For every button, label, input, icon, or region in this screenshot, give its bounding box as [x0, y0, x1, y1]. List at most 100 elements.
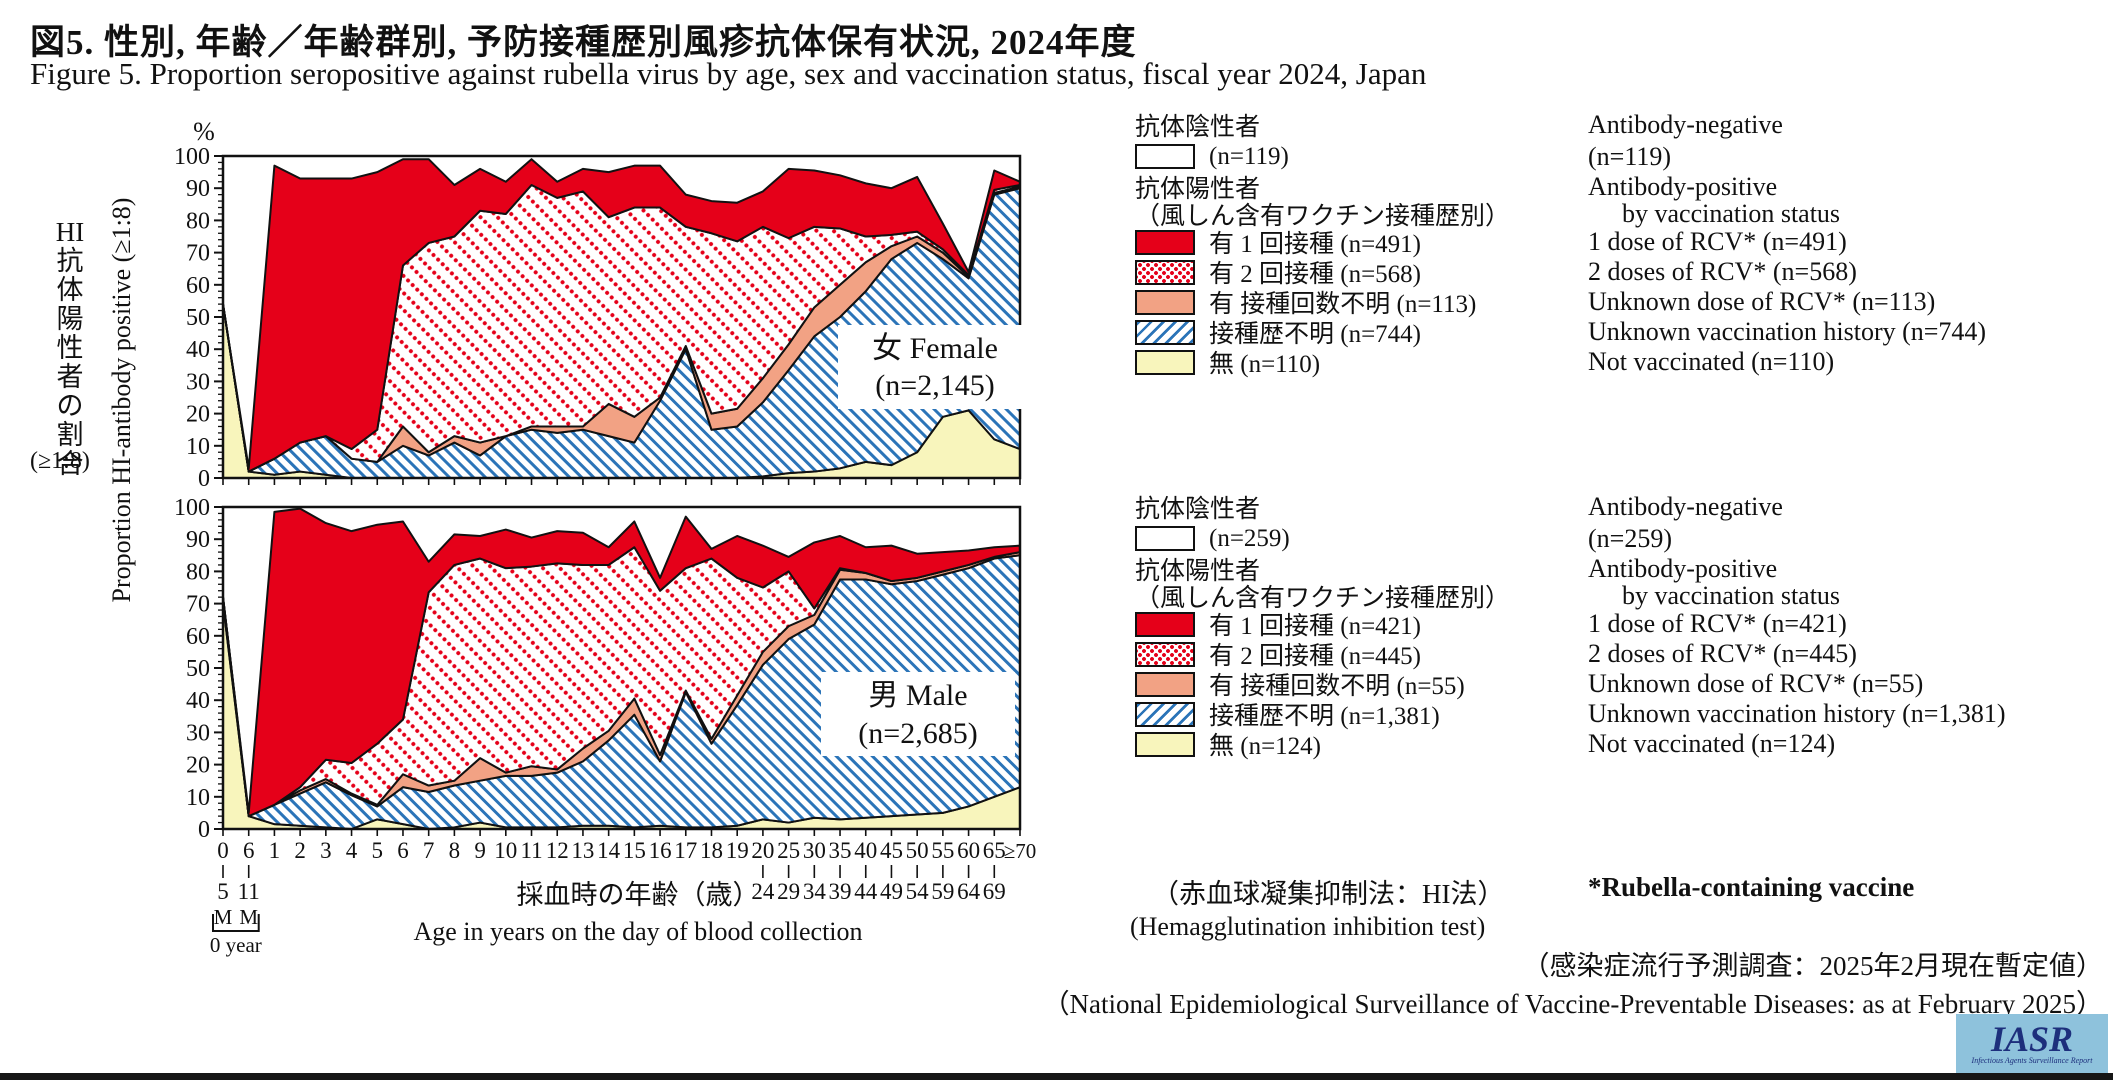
svg-text:54: 54 [906, 879, 930, 904]
legend-item-unknown-history: 接種歴不明 (n=1,381) Unknown vaccination hist… [1135, 699, 2110, 730]
svg-text:40: 40 [854, 838, 877, 863]
source-note-jp: （感染症流行予測調査：2025年2月現在暫定値） [1522, 951, 2104, 981]
legend-male-negative-header: 抗体陰性者 Antibody-negative [1135, 492, 2110, 523]
svg-text:20: 20 [186, 753, 210, 779]
svg-text:4: 4 [346, 838, 358, 863]
swatch-2dose-reddots [1135, 641, 1195, 667]
svg-text:60: 60 [186, 624, 210, 650]
svg-text:30: 30 [803, 838, 826, 863]
swatch-1dose-red [1135, 229, 1195, 255]
svg-text:29: 29 [777, 879, 800, 904]
legend-text-en: Antibody-positive [1588, 171, 1778, 201]
svg-text:20: 20 [186, 402, 210, 428]
svg-text:15: 15 [623, 838, 646, 863]
svg-text:100: 100 [174, 144, 210, 170]
legend-item-not-vaccinated: 無 (n=110) Not vaccinated (n=110) [1135, 347, 2110, 378]
legend-item-unknown-dose: 有 接種回数不明 (n=113) Unknown dose of RCV* (n… [1135, 287, 2110, 318]
legend-text-jp: 抗体陽性者 [1135, 175, 1261, 203]
legend-item-unknown-dose: 有 接種回数不明 (n=55) Unknown dose of RCV* (n=… [1135, 669, 2110, 700]
source-note-en: （National Epidemiological Surveillance o… [1042, 989, 2103, 1019]
svg-text:%: % [193, 117, 215, 146]
legend-text-jp: 抗体陰性者 [1135, 496, 1261, 523]
legend-text-jp: （風しん含有ワクチン接種歴別） [1135, 202, 1511, 230]
svg-text:7: 7 [423, 838, 435, 863]
rcv-asterisk-note: *Rubella-containing vaccine [1588, 872, 1915, 902]
svg-text:70: 70 [186, 592, 210, 618]
legend-text-en: by vaccination status [1622, 580, 1841, 610]
svg-text:40: 40 [186, 688, 210, 714]
svg-text:100: 100 [174, 495, 210, 521]
svg-text:0 year: 0 year [210, 933, 262, 957]
legend-text-jp: (n=119) [1209, 142, 1289, 170]
svg-text:6: 6 [243, 838, 255, 863]
legend-item-2dose: 有 2 回接種 (n=568) 2 doses of RCV* (n=568) [1135, 257, 2110, 288]
iasr-logo-text: IASR [1990, 1019, 2074, 1059]
svg-text:12: 12 [546, 838, 569, 863]
swatch-unknown-dose-salmon [1135, 671, 1195, 697]
legend-text-jp: 有 2 回接種 (n=568) [1209, 261, 1421, 288]
svg-text:65: 65 [983, 838, 1006, 863]
svg-text:17: 17 [674, 838, 697, 863]
figure-title-english: Figure 5. Proportion seropositive agains… [30, 56, 1427, 91]
legend-text-en: Unknown vaccination history (n=1,381) [1588, 699, 2006, 728]
legend-item-2dose: 有 2 回接種 (n=445) 2 doses of RCV* (n=445) [1135, 639, 2110, 670]
svg-text:90: 90 [186, 176, 210, 202]
svg-text:M: M [239, 905, 258, 929]
svg-text:50: 50 [906, 838, 929, 863]
svg-text:49: 49 [880, 879, 903, 904]
iasr-logo-subtext: Infectious Agents Surveillance Report [1971, 1056, 2093, 1065]
swatch-antibody-negative [1135, 526, 1195, 551]
swatch-unknown-dose-salmon [1135, 289, 1195, 315]
legend-female: 抗体陰性者 Antibody-negative (n=119) (n=119) … [1135, 110, 2110, 378]
legend-female-positive-subheader: （風しん含有ワクチン接種歴別） by vaccination status [1135, 198, 2110, 230]
svg-text:2: 2 [294, 838, 306, 863]
legend-text-en: 2 doses of RCV* (n=445) [1588, 639, 1857, 668]
svg-text:10: 10 [186, 785, 210, 811]
svg-text:女 Female: 女 Female [872, 332, 998, 365]
legend-text-jp: 有 1 回接種 (n=421) [1209, 613, 1421, 640]
svg-text:70: 70 [186, 241, 210, 267]
svg-text:80: 80 [186, 208, 210, 234]
legend-text-en: (n=119) [1588, 141, 1672, 171]
legend-text-en: Unknown vaccination history (n=744) [1588, 317, 1987, 346]
legend-text-en: 1 dose of RCV* (n=491) [1588, 227, 1847, 256]
legend-item-1dose: 有 1 回接種 (n=491) 1 dose of RCV* (n=491) [1135, 227, 2110, 258]
legend-text-jp: 無 (n=124) [1209, 733, 1321, 760]
legend-male-negative-swatch-row: (n=259) (n=259) [1135, 522, 2110, 555]
legend-text-jp: 抗体陽性者 [1135, 557, 1261, 585]
legend-text-jp: 接種歴不明 (n=744) [1209, 321, 1421, 348]
legend-text-en: by vaccination status [1622, 198, 1841, 228]
svg-text:40: 40 [186, 337, 210, 363]
svg-text:男 Male: 男 Male [868, 679, 967, 712]
swatch-not-vaccinated-yellow [1135, 731, 1195, 757]
svg-text:3: 3 [320, 838, 332, 863]
svg-text:25: 25 [777, 838, 800, 863]
svg-text:44: 44 [854, 879, 878, 904]
legend-text-en: Unknown dose of RCV* (n=113) [1588, 287, 1936, 316]
page-bottom-bar [0, 1073, 2113, 1080]
svg-text:60: 60 [957, 838, 980, 863]
legend-female-positive-header: 抗体陽性者 Antibody-positive [1135, 171, 2110, 203]
legend-male: 抗体陰性者 Antibody-negative (n=259) (n=259) … [1135, 492, 2110, 760]
svg-text:39: 39 [829, 879, 852, 904]
svg-text:5: 5 [217, 879, 229, 904]
svg-text:24: 24 [751, 879, 775, 904]
svg-text:0: 0 [217, 838, 229, 863]
legend-text-jp: 接種歴不明 (n=1,381) [1209, 703, 1440, 730]
legend-text-jp: 抗体陰性者 [1135, 114, 1261, 141]
svg-text:採血時の年齢（歳）: 採血時の年齢（歳） [517, 880, 760, 910]
swatch-1dose-red [1135, 611, 1195, 637]
legend-female-negative-header: 抗体陰性者 Antibody-negative [1135, 110, 2110, 141]
svg-text:59: 59 [931, 879, 954, 904]
seroprevalence-stacked-area-charts: % 0 10 20 30 40 50 60 70 80 90 100 女 Female (n=2,145)… [118, 88, 1038, 968]
legend-text-en: Antibody-negative [1588, 492, 1783, 521]
legend-text-jp: 有 1 回接種 (n=491) [1209, 231, 1421, 258]
legend-text-jp: 有 接種回数不明 (n=55) [1209, 673, 1465, 700]
legend-text-jp: （風しん含有ワクチン接種歴別） [1135, 584, 1511, 612]
swatch-antibody-negative [1135, 144, 1195, 169]
svg-text:0: 0 [198, 466, 210, 492]
svg-text:M: M [214, 905, 233, 929]
svg-text:35: 35 [829, 838, 852, 863]
svg-text:18: 18 [700, 838, 723, 863]
